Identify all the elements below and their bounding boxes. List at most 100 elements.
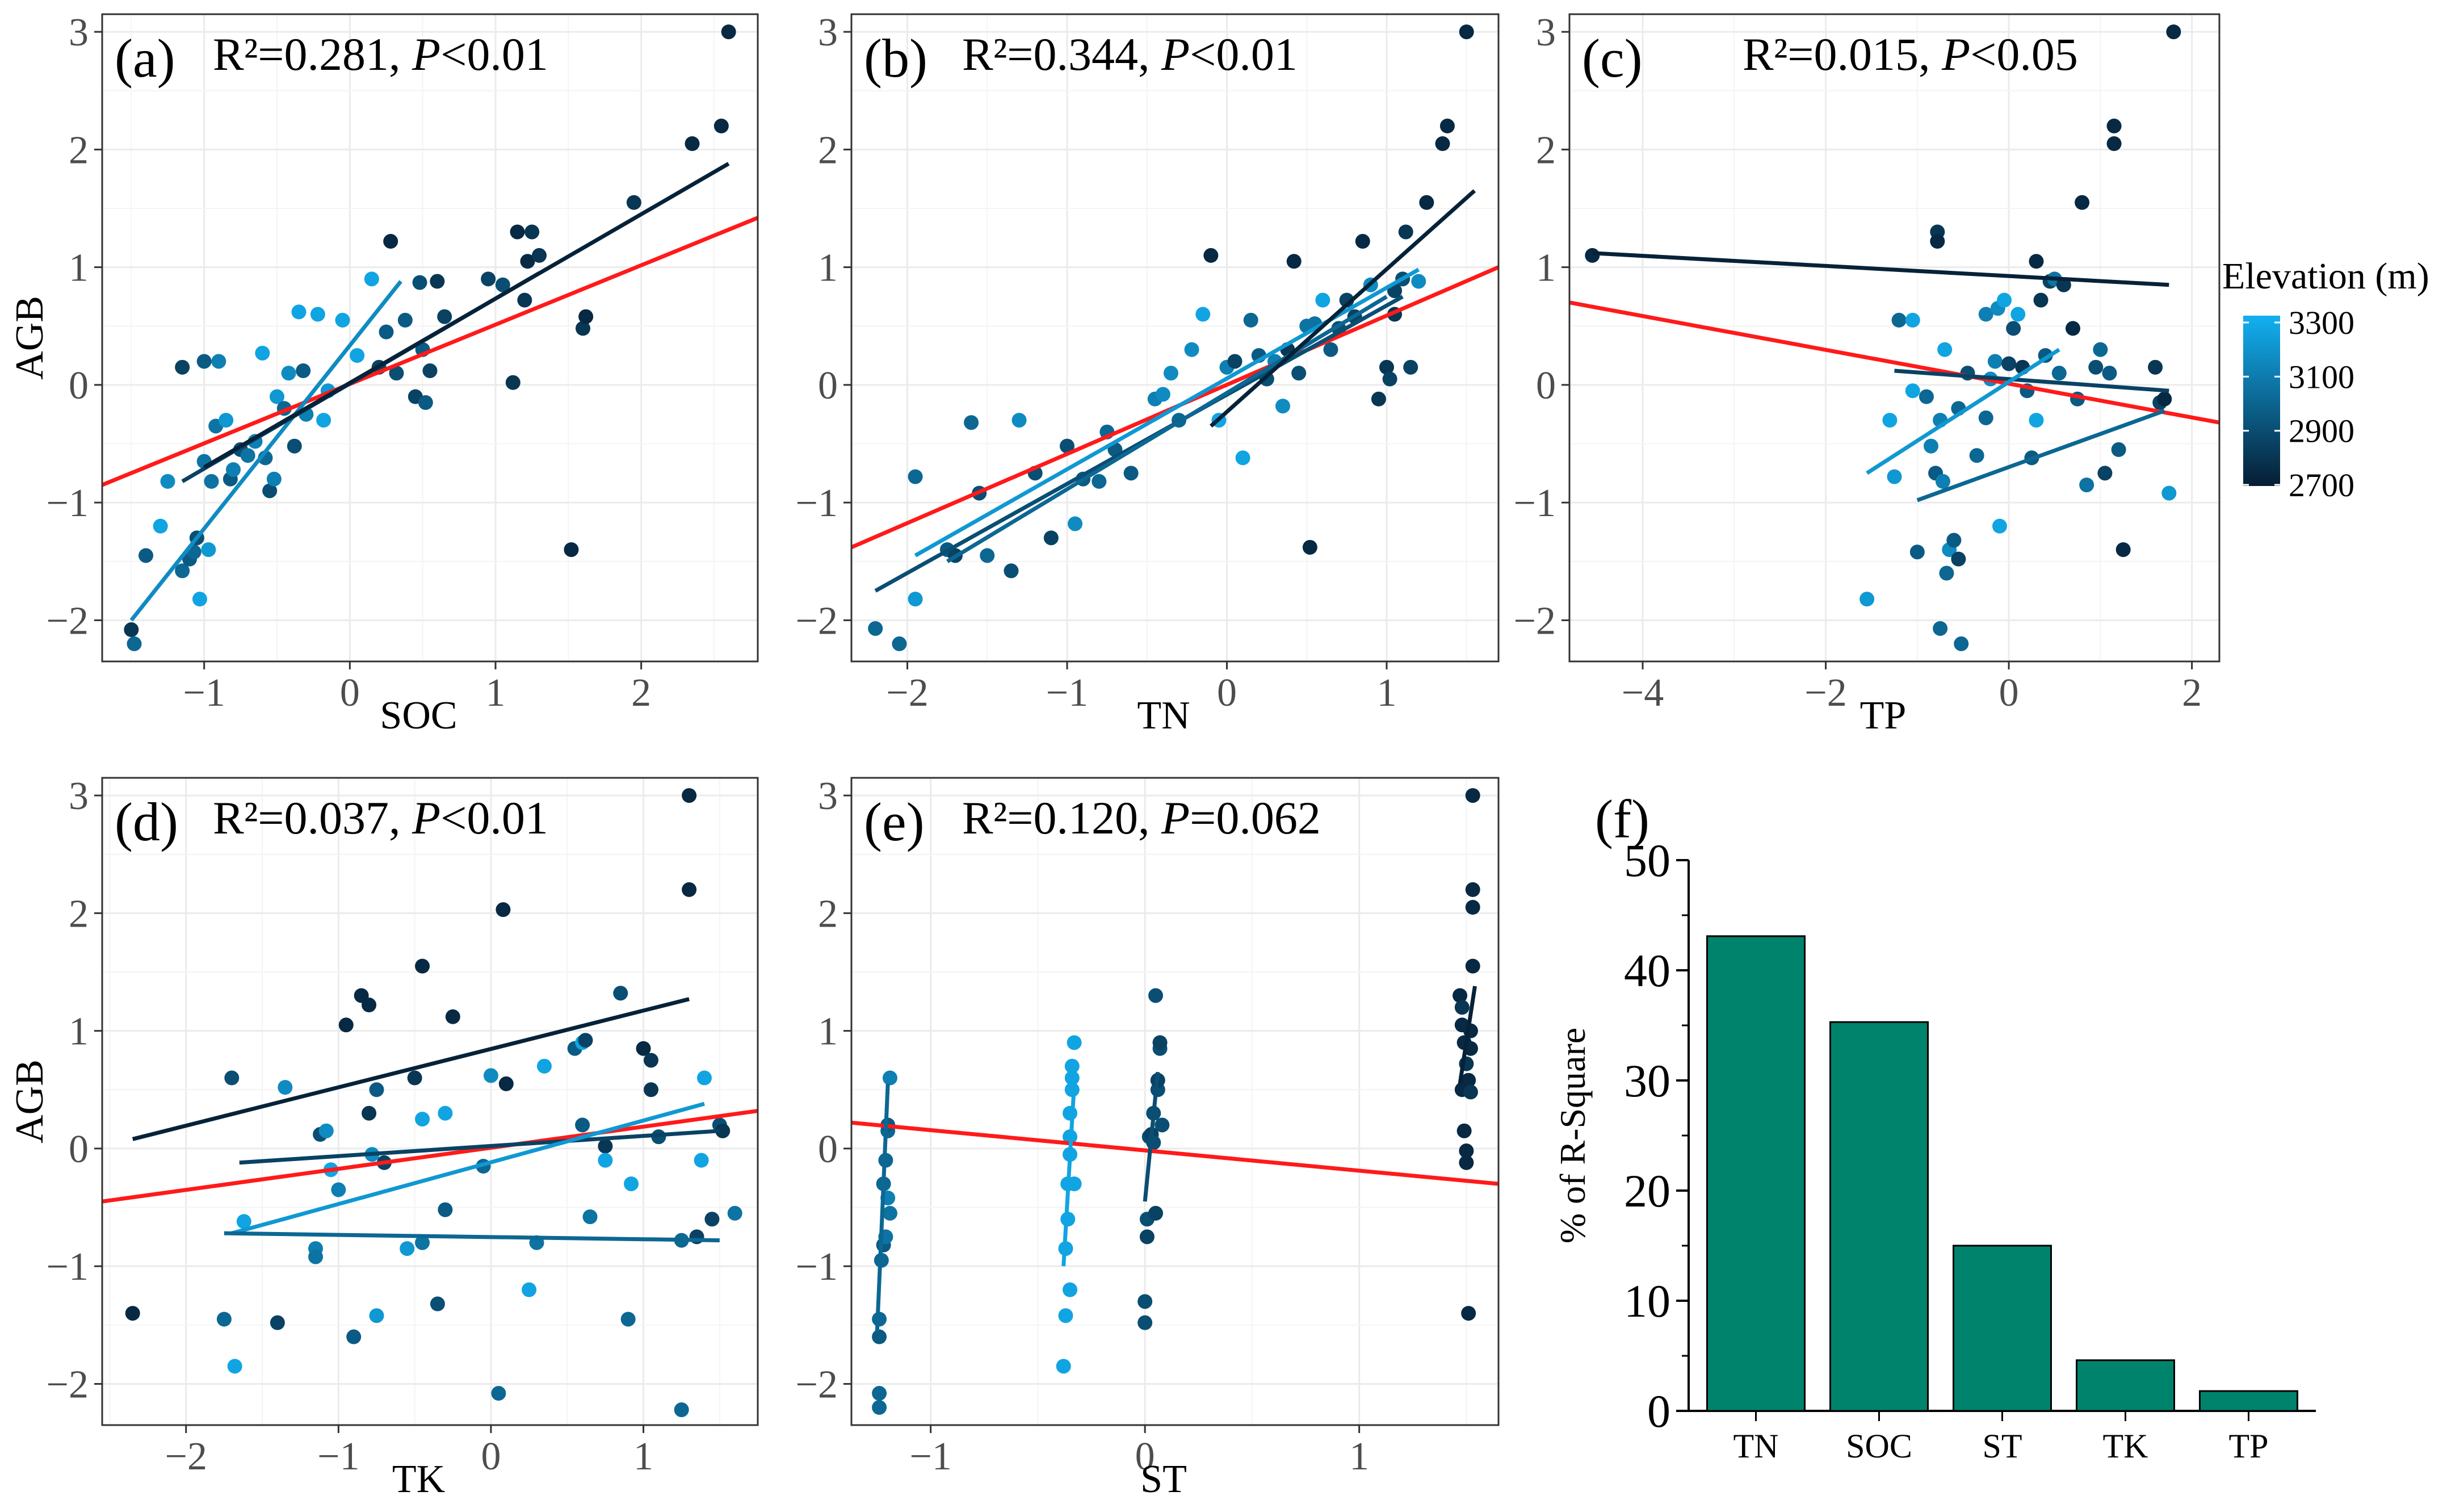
group-fit-line: [1143, 1071, 1160, 1202]
data-point: [1939, 565, 1954, 581]
y-tick-label: 30: [1624, 1055, 1670, 1107]
elevation-legend: Elevation (m) 3300 3100 2900 2700: [2222, 255, 2429, 504]
data-point: [1195, 307, 1211, 322]
data-point: [613, 986, 628, 1001]
y-tick-label: 2: [1536, 128, 1556, 172]
data-point: [1315, 292, 1330, 308]
data-point: [1155, 1117, 1170, 1133]
y-tick-label: 1: [1536, 246, 1556, 290]
data-point: [2010, 307, 2026, 322]
stat-annotation: R²=0.037, P<0.01: [213, 792, 548, 844]
x-category-label: TP: [2228, 1427, 2268, 1465]
data-point: [236, 1214, 251, 1229]
data-point: [964, 415, 979, 430]
data-point: [445, 1009, 460, 1024]
data-point: [415, 958, 430, 974]
fit-lines: [101, 162, 759, 622]
overall-fit-line: [102, 1109, 758, 1204]
x-tick-label: −2: [886, 671, 928, 715]
data-point: [872, 1386, 887, 1401]
data-point: [704, 1212, 720, 1227]
panel-a: −1 0 1 2 −2 −1 0 1 2 3 SOC AGB (a) R²=0.281, P<0.01: [8, 11, 759, 738]
data-point: [1435, 136, 1450, 151]
data-point: [1919, 389, 1934, 404]
data-point: [1461, 1073, 1476, 1088]
data-point: [1148, 988, 1164, 1003]
stat-p-symbol: P: [1161, 792, 1190, 844]
data-point: [1137, 1315, 1153, 1330]
fit-lines: [102, 997, 758, 1243]
data-point: [1060, 438, 1074, 454]
data-point: [578, 309, 594, 324]
data-point: [505, 375, 520, 390]
data-point: [1465, 788, 1480, 803]
y-tick-label: 0: [1647, 1385, 1670, 1437]
data-point: [291, 304, 307, 320]
data-point: [216, 1312, 232, 1327]
data-point: [1235, 450, 1250, 466]
data-point: [1887, 469, 1902, 484]
data-point: [422, 363, 438, 379]
data-point: [412, 275, 427, 290]
data-point: [335, 312, 350, 328]
data-point: [1461, 1306, 1476, 1321]
y-tick-label: 3: [818, 11, 838, 55]
data-point: [1011, 413, 1027, 428]
y-tick-label: −2: [796, 1363, 838, 1406]
data-point: [1905, 312, 1920, 328]
group-fit-line: [203, 162, 730, 470]
data-point: [2006, 321, 2021, 336]
stat-p-symbol: P: [412, 28, 440, 80]
y-tick-label: −1: [796, 481, 838, 525]
y-axis-title: % of R-Square: [1552, 1028, 1593, 1243]
data-point: [201, 542, 216, 558]
data-point: [1155, 387, 1170, 402]
data-point: [908, 592, 923, 607]
data-point: [415, 1112, 430, 1127]
y-tick-label: 0: [69, 364, 89, 408]
y-tick-label: 1: [69, 1010, 89, 1054]
data-point: [643, 1053, 658, 1068]
data-points: [1585, 24, 2181, 651]
data-point: [536, 1058, 552, 1074]
data-point: [510, 224, 525, 240]
data-point: [438, 1105, 453, 1121]
data-point: [1997, 292, 2012, 308]
data-point: [1067, 1035, 1082, 1050]
y-tick-label: 50: [1624, 835, 1670, 886]
data-point: [1227, 354, 1243, 369]
stat-p-symbol: P: [1161, 28, 1190, 80]
panel-d: −2 −1 0 1 −2 −1 0 1 2 3 TK AGB (d) R²=0.037, P<0.01: [8, 774, 759, 1501]
data-point: [636, 1041, 651, 1056]
data-point: [400, 1241, 415, 1256]
panel-c: −4 −2 0 2 −2 −1 0 1 2 3 TP (c) R²=0.015, P<0.05: [1514, 11, 2220, 738]
panel-border: [850, 777, 1500, 1426]
data-point: [430, 274, 445, 289]
data-point: [397, 312, 413, 328]
data-point: [211, 354, 226, 369]
y-tick-label: 0: [818, 1128, 838, 1171]
data-point: [1465, 958, 1480, 974]
data-point: [2106, 118, 2122, 133]
data-point: [278, 1080, 293, 1095]
data-point: [576, 321, 590, 336]
stat-r2: R²=0.037,: [213, 792, 412, 844]
data-point: [2093, 342, 2108, 357]
bar: [1829, 1021, 1929, 1412]
y-tick-label: 0: [1536, 364, 1556, 408]
data-point: [694, 1153, 709, 1168]
data-point: [362, 998, 377, 1013]
stat-r2: R²=0.344,: [962, 28, 1161, 80]
y-tick-label: 1: [818, 246, 838, 290]
data-point: [262, 483, 278, 498]
group-fit-line: [231, 1101, 705, 1235]
data-point: [1203, 248, 1219, 263]
group-fit-line: [1592, 251, 2169, 287]
data-point: [715, 1123, 731, 1138]
data-point: [1063, 1105, 1078, 1121]
data-point: [624, 1176, 639, 1192]
data-point: [224, 1070, 240, 1086]
overall-fit-line: [851, 1120, 1499, 1186]
data-point: [389, 366, 404, 381]
data-point: [1123, 466, 1139, 481]
